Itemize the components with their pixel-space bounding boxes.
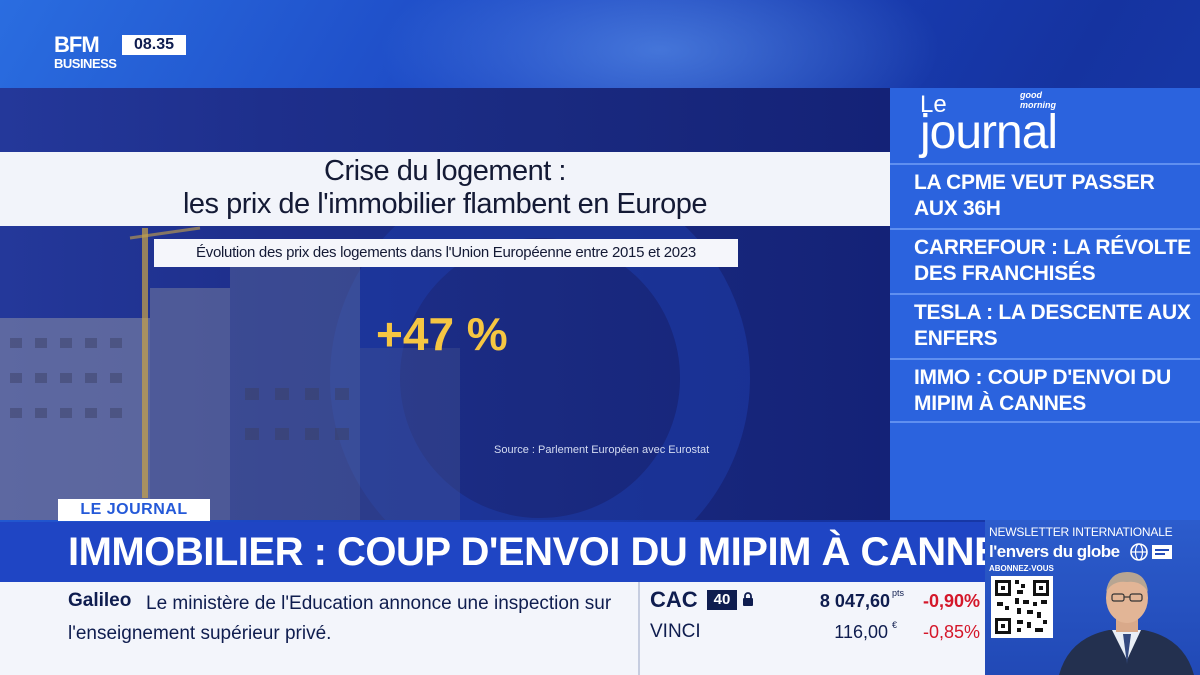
- headline-line-2: les prix de l'immobilier flambent en Eur…: [182, 188, 708, 220]
- logo-business-text: BUSINESS: [54, 56, 117, 71]
- source-caption: Source : Parlement Européen avec Eurosta…: [494, 444, 710, 456]
- qr-code-icon: [991, 576, 1053, 638]
- journal-topic-list: LA CPME VEUT PASSER AUX 36H CARREFOUR : …: [890, 163, 1200, 423]
- journal-topic-label: CARREFOUR : LA RÉVOLTE DES FRANCHISÉS: [914, 236, 1191, 285]
- stock-unit: €: [892, 620, 898, 630]
- newsletter-promo: NEWSLETTER INTERNATIONALE l'envers du gl…: [985, 520, 1200, 675]
- segment-tag: LE JOURNAL: [58, 499, 210, 521]
- headline-subtitle: Évolution des prix des logements dans l'…: [154, 239, 738, 267]
- clock: 08.35: [122, 35, 186, 55]
- journal-topic-item: CARREFOUR : LA RÉVOLTE DES FRANCHISÉS: [890, 228, 1200, 293]
- headline-line-1: Crise du logement :: [324, 155, 566, 187]
- promo-subscribe: ABONNEZ-VOUS: [989, 564, 1054, 573]
- ticker-divider: [638, 582, 640, 675]
- stock-value: 116,00: [834, 622, 888, 642]
- ticker-source: Galileo: [68, 590, 132, 611]
- logo-bfm-text: BFM: [54, 32, 100, 57]
- index-badge: 40: [707, 590, 737, 610]
- index-change: -0,90%: [922, 591, 980, 611]
- promo-heading: NEWSLETTER INTERNATIONALE: [989, 525, 1173, 539]
- lower-third-title: IMMOBILIER : COUP D'ENVOI DU MIPIM À CAN…: [68, 530, 1027, 574]
- ticker-news-text: Le ministère de l'Education annonce une …: [68, 593, 612, 644]
- bfm-globe-logo-icon: [1130, 543, 1172, 561]
- journal-topic-item: TESLA : LA DESCENTE AUX ENFERS: [890, 293, 1200, 358]
- index-name: CAC: [650, 587, 698, 612]
- ticker-bar: [0, 582, 985, 675]
- journal-topic-label: IMMO : COUP D'ENVOI DU MIPIM À CANNES: [914, 366, 1172, 415]
- journal-sidebar: Le good morning journal LA CPME VEUT PAS…: [890, 88, 1200, 520]
- journal-topic-label: LA CPME VEUT PASSER AUX 36H: [914, 171, 1155, 220]
- journal-topic-label: TESLA : LA DESCENTE AUX ENFERS: [914, 301, 1191, 350]
- promo-title: l'envers du globe: [989, 542, 1120, 561]
- journal-topic-item: LA CPME VEUT PASSER AUX 36H: [890, 163, 1200, 228]
- price-increase-value: +47 %: [376, 308, 508, 360]
- construction-buildings-image: [0, 226, 460, 520]
- journal-brand-title: journal: [920, 106, 1058, 159]
- presenter-photo: [1059, 572, 1194, 675]
- lock-icon: [743, 592, 753, 606]
- journal-topic-item: IMMO : COUP D'ENVOI DU MIPIM À CANNES: [890, 358, 1200, 423]
- headline-card: Crise du logement : les prix de l'immobi…: [0, 152, 890, 226]
- index-unit: pts: [892, 588, 905, 598]
- journal-list-divider: [890, 421, 1200, 423]
- index-value: 8 047,60: [819, 591, 890, 611]
- lower-third-bar: [0, 522, 985, 582]
- good-morning-logo: good morning: [1020, 90, 1056, 110]
- channel-logo: BFM BUSINESS: [54, 34, 120, 74]
- stock-name: VINCI: [650, 621, 701, 642]
- stock-change: -0,85%: [922, 622, 980, 642]
- journal-brand-le: Le: [920, 91, 947, 118]
